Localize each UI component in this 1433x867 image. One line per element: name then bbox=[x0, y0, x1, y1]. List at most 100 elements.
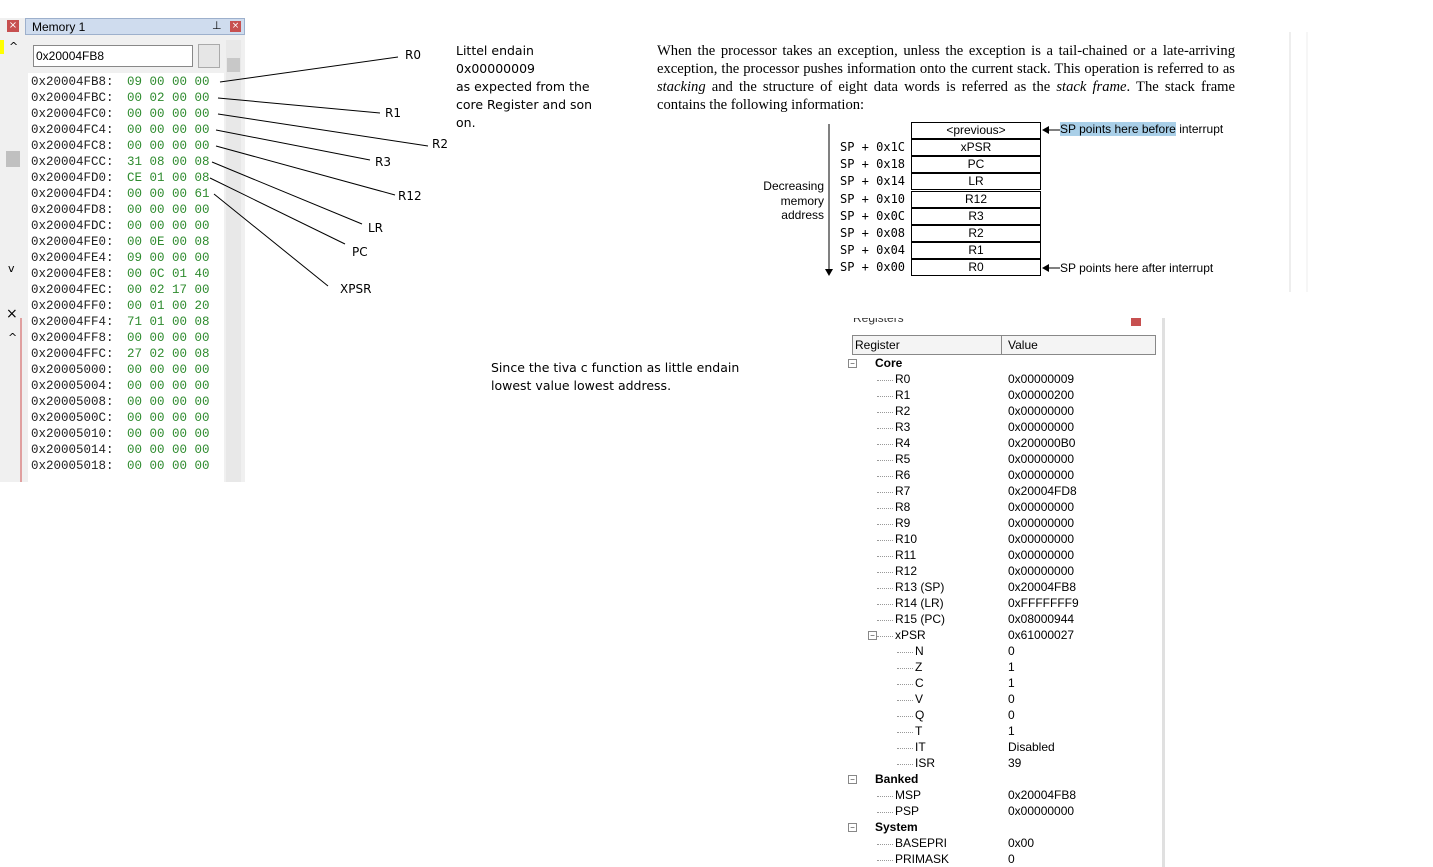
memory-address: 0x20004FEC: bbox=[31, 283, 114, 297]
scroll-up[interactable]: ^ bbox=[9, 40, 19, 53]
header-row: Register Value bbox=[852, 335, 1156, 355]
memory-bytes: 09 00 00 00 bbox=[127, 251, 210, 265]
close-x[interactable]: × bbox=[6, 306, 18, 322]
scrollbar bbox=[226, 40, 241, 482]
scroll-thumb bbox=[6, 151, 20, 167]
memory-address: 0x20005010: bbox=[31, 427, 114, 441]
scroll-thumb bbox=[227, 58, 240, 72]
register-value: 1 bbox=[1008, 724, 1015, 738]
tree-line bbox=[877, 556, 893, 557]
register-name: R6 bbox=[895, 468, 911, 482]
memory-bytes: 00 00 00 00 bbox=[127, 203, 210, 217]
lock-button[interactable] bbox=[198, 44, 220, 68]
register-value: 0x00000000 bbox=[1008, 804, 1075, 818]
memory-bytes: 00 00 00 00 bbox=[127, 107, 210, 121]
paragraph-text: stacking bbox=[657, 79, 706, 95]
expander[interactable]: − bbox=[848, 823, 857, 832]
register-annotation: R0 bbox=[405, 48, 421, 62]
arrow-head bbox=[1042, 126, 1049, 134]
memory-bytes: 00 00 00 00 bbox=[127, 123, 210, 137]
register-value: 0x00000000 bbox=[1008, 468, 1075, 482]
memory-bytes: 00 00 00 00 bbox=[127, 379, 210, 393]
group-name: Banked bbox=[875, 772, 919, 786]
register-annotation: R12 bbox=[398, 189, 422, 203]
frame-register: R1 bbox=[911, 242, 1041, 260]
register-name: R4 bbox=[895, 436, 911, 450]
register-annotation: R1 bbox=[385, 106, 401, 120]
note-line: on. bbox=[456, 115, 476, 130]
register-value: 0x20004FB8 bbox=[1008, 788, 1077, 802]
memory-address: 0x20004FDC: bbox=[31, 219, 114, 233]
memory-address: 0x20004FE0: bbox=[31, 235, 114, 249]
memory-address: 0x20004FFC: bbox=[31, 347, 114, 361]
tree-line bbox=[877, 540, 893, 541]
scroll-up-2[interactable]: ^ bbox=[8, 331, 18, 344]
memory-bytes: 00 02 17 00 bbox=[127, 283, 210, 297]
tree-line bbox=[877, 524, 893, 525]
register-value: 0x61000027 bbox=[1008, 628, 1075, 642]
register-name: T bbox=[915, 724, 923, 738]
registers-title: Registers bbox=[853, 318, 904, 325]
expander[interactable]: − bbox=[848, 359, 857, 368]
frame-register: R0 bbox=[911, 259, 1041, 277]
expander[interactable]: − bbox=[868, 631, 877, 640]
group-name: Core bbox=[875, 356, 903, 370]
column-header: Register bbox=[855, 338, 900, 352]
close-button[interactable] bbox=[1131, 318, 1141, 326]
register-annotation: R2 bbox=[432, 137, 448, 151]
side-label-line: memory bbox=[780, 193, 824, 208]
register-value: 0x00000000 bbox=[1008, 500, 1075, 514]
close-button[interactable]: × bbox=[230, 21, 241, 32]
memory-bytes: 00 0E 00 08 bbox=[127, 235, 210, 249]
memory-bytes: 27 02 00 08 bbox=[127, 347, 210, 361]
memory-address: 0x20004FC0: bbox=[31, 107, 114, 121]
frame-offset: SP + 0x14 bbox=[840, 174, 906, 189]
register-name: V bbox=[915, 692, 924, 706]
frame-top: <previous> bbox=[911, 122, 1041, 139]
register-name: C bbox=[915, 676, 924, 690]
memory-bytes: 00 00 00 00 bbox=[127, 139, 210, 153]
memory-address: 0x20005008: bbox=[31, 395, 114, 409]
tree-line bbox=[877, 572, 893, 573]
close-button[interactable]: × bbox=[7, 20, 19, 32]
memory-bytes: 71 01 00 08 bbox=[127, 315, 210, 329]
register-value: 1 bbox=[1008, 676, 1015, 690]
frame-offset: SP + 0x00 bbox=[840, 260, 906, 275]
tree-line bbox=[877, 844, 893, 845]
memory-bytes: 00 00 00 00 bbox=[127, 331, 210, 345]
tree-line bbox=[877, 396, 893, 397]
pointer-line bbox=[217, 97, 381, 114]
address-input[interactable]: 0x20004FB8 bbox=[33, 45, 193, 67]
register-value: 0 bbox=[1008, 852, 1015, 866]
tree-line bbox=[897, 652, 913, 653]
memory-address: 0x20005018: bbox=[31, 459, 114, 473]
register-value: 0xFFFFFFF9 bbox=[1008, 596, 1079, 610]
scrollbar bbox=[1162, 318, 1165, 867]
pointer-line bbox=[217, 113, 429, 147]
register-name: R15 (PC) bbox=[895, 612, 946, 626]
memory-address: 0x20004FCC: bbox=[31, 155, 114, 169]
memory-titlebar: Memory 1 ⊥ × bbox=[25, 18, 245, 35]
side-label-line: address bbox=[781, 208, 824, 222]
frame-register: xPSR bbox=[911, 139, 1041, 156]
before-rest: interrupt bbox=[1179, 122, 1224, 136]
left-dock: × ^ v × ^ bbox=[0, 18, 25, 482]
memory-address: 0x20004FBC: bbox=[31, 91, 114, 105]
scroll-down[interactable]: v bbox=[8, 262, 15, 275]
pin[interactable]: ⊥ bbox=[212, 19, 222, 32]
tree-line bbox=[897, 732, 913, 733]
register-name: ISR bbox=[915, 756, 936, 770]
tree-line bbox=[897, 668, 913, 669]
frame-register: R12 bbox=[911, 190, 1041, 208]
tree-line bbox=[877, 476, 893, 477]
tree-line bbox=[877, 860, 893, 861]
register-value: 0x20004FB8 bbox=[1008, 580, 1077, 594]
expander[interactable]: − bbox=[848, 775, 857, 784]
register-name: R8 bbox=[895, 500, 911, 514]
register-value: 0x20004FD8 bbox=[1008, 484, 1077, 498]
memory-address: 0x20004FF8: bbox=[31, 331, 114, 345]
memory-address: 0x20004FC8: bbox=[31, 139, 114, 153]
register-name: BASEPRI bbox=[895, 836, 948, 850]
paragraph-text: . The stack frame contains the following… bbox=[657, 79, 1236, 113]
